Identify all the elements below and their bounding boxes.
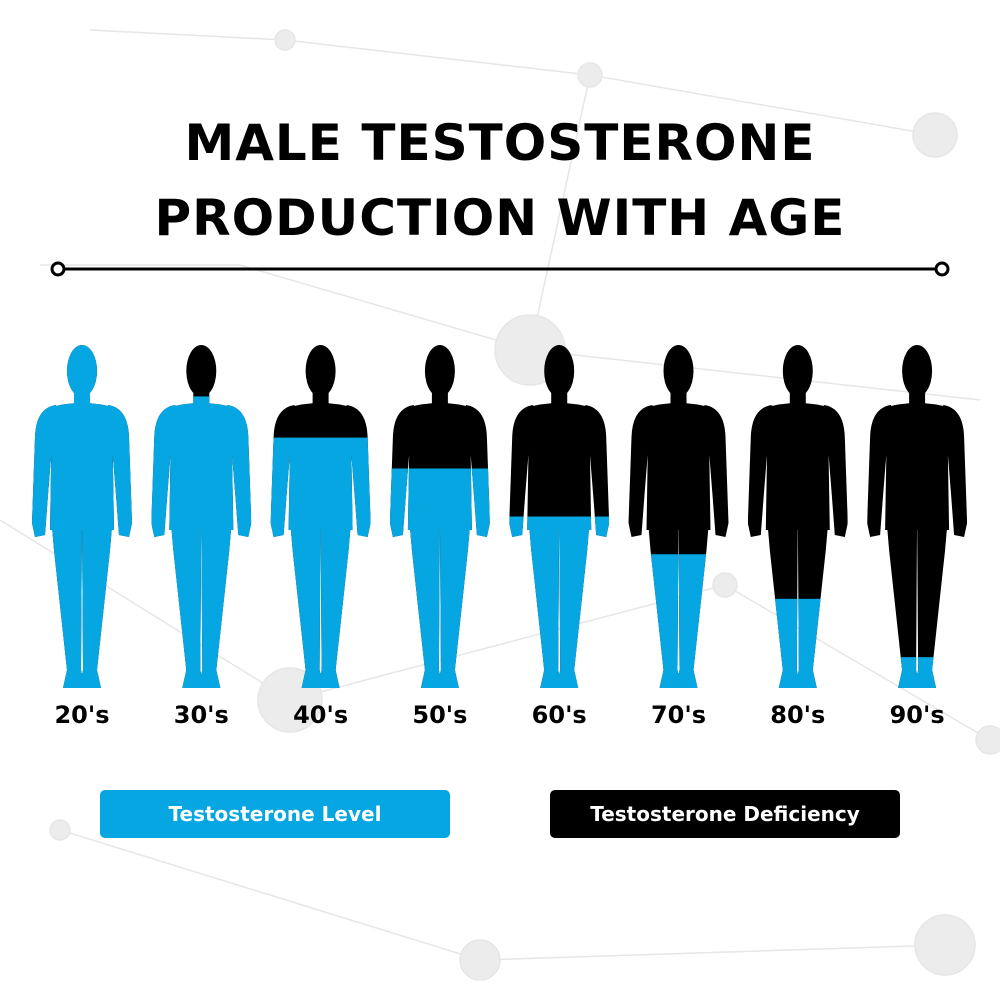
figure [151,345,252,688]
figures: 20's 30's 40's 50's 60's 70's 80's 90's [32,345,968,729]
figure-body [32,345,132,688]
level-fill [747,598,848,688]
figure [32,345,132,688]
level-fill [509,516,610,688]
age-label: 70's [651,701,706,729]
figure-body [747,345,848,688]
title-line: PRODUCTION WITH AGE [155,189,846,247]
age-label: 50's [412,701,467,729]
figure-body [389,345,490,688]
figure-body [628,345,729,688]
age-label: 90's [890,701,945,729]
legend-label: Testosterone Level [169,802,382,826]
age-label: 80's [770,701,825,729]
divider [50,261,950,277]
age-label: 40's [293,701,348,729]
level-fill [270,437,371,688]
figure-body [509,345,610,688]
level-fill [628,554,729,688]
legend-label: Testosterone Deficiency [590,802,860,826]
figure [509,345,610,688]
level-fill [389,468,490,688]
figure [389,345,490,688]
legend-box [550,790,900,838]
figure-body [270,345,371,688]
age-label: 20's [54,701,109,729]
deficiency-fill [747,345,848,688]
figure [628,345,729,688]
age-label: 30's [174,701,229,729]
title-line: MALE TESTOSTERONE [184,114,815,172]
figure [747,345,848,688]
age-label: 60's [532,701,587,729]
level-fill [867,657,968,688]
figure [270,345,371,688]
legend: Testosterone Level Testosterone Deficienc… [100,790,900,838]
level-fill [32,345,132,688]
deficiency-fill [628,345,729,688]
figure-body [151,345,252,688]
legend-box [100,790,450,838]
